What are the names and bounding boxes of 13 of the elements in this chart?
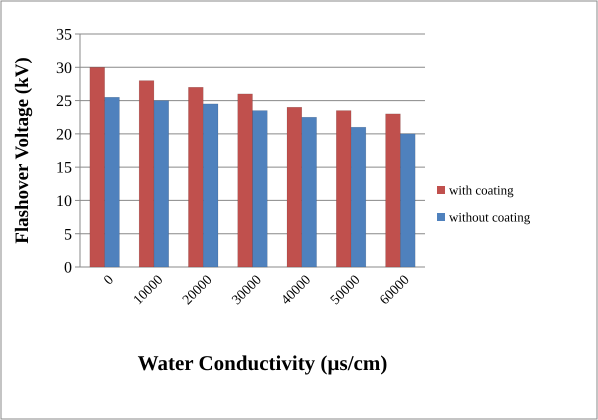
y-tick-label: 5 <box>64 226 72 244</box>
y-tick-label: 0 <box>64 260 72 277</box>
y-tick-label: 25 <box>56 93 72 110</box>
x-tick-label: 0 <box>101 272 117 288</box>
y-tick-label: 20 <box>56 126 72 144</box>
y-tick-label: 30 <box>56 60 72 77</box>
y-tick-label: 35 <box>56 26 72 44</box>
x-axis-title: Water Conductivity (µs/cm) <box>138 351 388 375</box>
y-tick-label: 10 <box>56 193 72 210</box>
y-tick-label: 15 <box>56 160 72 177</box>
y-axis-title: Flashover Voltage (kV) <box>12 57 33 244</box>
legend-label: without coating <box>449 210 531 225</box>
legend-label: with coating <box>449 182 514 198</box>
